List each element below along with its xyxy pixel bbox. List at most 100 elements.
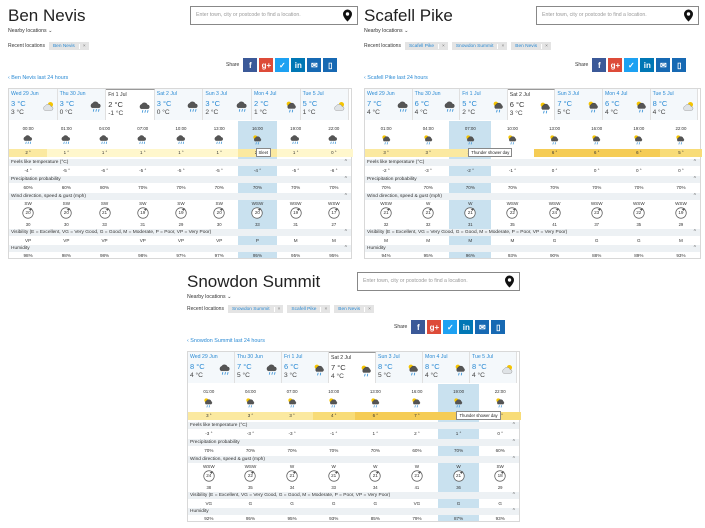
print-icon[interactable]: ▯ [491, 320, 506, 334]
recent-location-link[interactable]: Snowdon Summit [455, 43, 494, 49]
location-pin-icon[interactable] [342, 9, 353, 22]
day-tab[interactable]: Sun 3 Jul 7 °C 5 °C [555, 89, 603, 120]
close-icon[interactable]: × [320, 306, 330, 312]
last-24-hours-link[interactable]: ‹ Snowdon Summit last 24 hours [187, 338, 265, 344]
section-wind[interactable]: Wind direction, speed & gust (mph) ^ [365, 193, 700, 200]
day-tab[interactable]: Fri 1 Jul 6 °C 3 °C [282, 352, 329, 383]
chevron-up-icon[interactable]: ^ [344, 176, 347, 182]
recent-location-link[interactable]: Ben Nevis [515, 43, 538, 49]
facebook-icon[interactable]: f [411, 320, 426, 334]
day-tab[interactable]: Tue 5 Jul 5 °C 1 °C [300, 89, 350, 120]
chevron-up-icon[interactable]: ^ [512, 508, 515, 514]
day-tab[interactable]: Mon 4 Jul 2 °C 1 °C [251, 89, 301, 120]
twitter-icon[interactable]: ✓ [275, 58, 290, 72]
section-visibility[interactable]: Visibility (E = Excellent, VG = Very Goo… [188, 492, 519, 499]
recent-location-chip[interactable]: Ben Nevis × [48, 42, 89, 50]
recent-location-link[interactable]: Ben Nevis [338, 306, 361, 312]
chevron-up-icon[interactable]: ^ [512, 439, 515, 445]
email-icon[interactable]: ✉ [307, 58, 322, 72]
google-plus-icon[interactable]: g+ [608, 58, 623, 72]
section-visibility[interactable]: Visibility (E = Excellent, VG = Very Goo… [9, 229, 351, 236]
day-tab[interactable]: Fri 1 Jul 2 °C -1 °C [106, 89, 155, 120]
chevron-up-icon[interactable]: ^ [344, 229, 347, 235]
section-humidity[interactable]: Humidity ^ [365, 245, 700, 252]
chevron-up-icon[interactable]: ^ [512, 492, 515, 498]
search-input[interactable]: Enter town, city or postcode to find a l… [536, 6, 699, 25]
chevron-up-icon[interactable]: ^ [693, 193, 696, 199]
day-tab[interactable]: Wed 29 Jun 7 °C 4 °C [365, 89, 413, 120]
nearby-locations-toggle[interactable]: Nearby locations ⌄ [8, 28, 53, 34]
twitter-icon[interactable]: ✓ [443, 320, 458, 334]
day-tab[interactable]: Sun 3 Jul 3 °C 2 °C [203, 89, 252, 120]
section-precipitation[interactable]: Precipitation probability ^ [9, 176, 351, 183]
linkedin-icon[interactable]: in [640, 58, 655, 72]
recent-location-chip[interactable]: Ben Nevis × [511, 42, 551, 50]
section-precipitation[interactable]: Precipitation probability ^ [365, 176, 700, 183]
facebook-icon[interactable]: f [592, 58, 607, 72]
recent-location-link[interactable]: Snowdon Summit [231, 306, 270, 312]
recent-location-link[interactable]: Scafell Pike [408, 43, 435, 49]
day-tab[interactable]: Thu 30 Jun 3 °C 0 °C [57, 89, 107, 120]
last-24-hours-link[interactable]: ‹ Ben Nevis last 24 hours [8, 75, 69, 81]
section-humidity[interactable]: Humidity ^ [9, 245, 351, 252]
recent-location-link[interactable]: Ben Nevis [52, 43, 75, 49]
day-tab[interactable]: Wed 29 Jun 3 °C 3 °C [9, 89, 58, 120]
recent-location-chip[interactable]: Snowdon Summit × [451, 42, 508, 50]
recent-location-chip[interactable]: Scafell Pike × [404, 42, 448, 50]
section-visibility[interactable]: Visibility (E = Excellent, VG = Very Goo… [365, 229, 700, 236]
close-icon[interactable]: × [364, 306, 374, 312]
recent-location-chip[interactable]: Ben Nevis × [334, 305, 374, 313]
section-humidity[interactable]: Humidity ^ [188, 508, 519, 515]
chevron-up-icon[interactable]: ^ [512, 456, 515, 462]
section-feels-like[interactable]: Feels like temperature (°C) ^ [365, 159, 700, 166]
nearby-locations-toggle[interactable]: Nearby locations ⌄ [187, 294, 232, 300]
section-wind[interactable]: Wind direction, speed & gust (mph) ^ [9, 193, 351, 200]
recent-location-chip[interactable]: Scafell Pike × [287, 305, 331, 313]
close-icon[interactable]: × [78, 43, 89, 49]
linkedin-icon[interactable]: in [291, 58, 306, 72]
day-tab[interactable]: Sat 2 Jul 3 °C 0 °C [154, 89, 204, 120]
day-tab[interactable]: Sat 2 Jul 7 °C 4 °C [329, 352, 376, 383]
recent-location-link[interactable]: Scafell Pike [291, 306, 317, 312]
google-plus-icon[interactable]: g+ [259, 58, 274, 72]
day-tab[interactable]: Thu 30 Jun 7 °C 5 °C [235, 352, 282, 383]
chevron-up-icon[interactable]: ^ [693, 176, 696, 182]
day-tab[interactable]: Fri 1 Jul 5 °C 2 °C [460, 89, 508, 120]
day-tab[interactable]: Wed 29 Jun 8 °C 4 °C [188, 352, 235, 383]
day-tab[interactable]: Mon 4 Jul 6 °C 4 °C [602, 89, 651, 120]
chevron-up-icon[interactable]: ^ [344, 159, 347, 165]
location-pin-icon[interactable] [683, 9, 694, 22]
day-tab[interactable]: Sun 3 Jul 8 °C 5 °C [376, 352, 423, 383]
email-icon[interactable]: ✉ [656, 58, 671, 72]
email-icon[interactable]: ✉ [475, 320, 490, 334]
day-tab[interactable]: Tue 5 Jul 8 °C 4 °C [650, 89, 699, 120]
day-tab[interactable]: Mon 4 Jul 8 °C 4 °C [423, 352, 470, 383]
section-wind[interactable]: Wind direction, speed & gust (mph) ^ [188, 456, 519, 463]
search-input[interactable]: Enter town, city or postcode to find a l… [190, 6, 358, 25]
location-pin-icon[interactable] [504, 275, 515, 288]
print-icon[interactable]: ▯ [323, 58, 338, 72]
twitter-icon[interactable]: ✓ [624, 58, 639, 72]
chevron-up-icon[interactable]: ^ [344, 193, 347, 199]
last-24-hours-link[interactable]: ‹ Scafell Pike last 24 hours [364, 75, 428, 81]
google-plus-icon[interactable]: g+ [427, 320, 442, 334]
section-precipitation[interactable]: Precipitation probability ^ [188, 439, 519, 446]
facebook-icon[interactable]: f [243, 58, 258, 72]
chevron-up-icon[interactable]: ^ [344, 245, 347, 251]
close-icon[interactable]: × [273, 306, 284, 312]
search-input[interactable]: Enter town, city or postcode to find a l… [357, 272, 520, 291]
linkedin-icon[interactable]: in [459, 320, 474, 334]
chevron-up-icon[interactable]: ^ [693, 245, 696, 251]
day-tab[interactable]: Tue 5 Jul 8 °C 4 °C [470, 352, 517, 383]
chevron-up-icon[interactable]: ^ [512, 422, 515, 428]
close-icon[interactable]: × [497, 43, 507, 49]
chevron-up-icon[interactable]: ^ [693, 159, 696, 165]
section-feels-like[interactable]: Feels like temperature (°C) ^ [9, 159, 351, 166]
recent-location-chip[interactable]: Snowdon Summit × [227, 305, 284, 313]
nearby-locations-toggle[interactable]: Nearby locations ⌄ [364, 28, 409, 34]
print-icon[interactable]: ▯ [672, 58, 687, 72]
chevron-up-icon[interactable]: ^ [693, 229, 696, 235]
day-tab[interactable]: Thu 30 Jun 6 °C 4 °C [412, 89, 461, 120]
close-icon[interactable]: × [541, 43, 551, 49]
close-icon[interactable]: × [438, 43, 448, 49]
